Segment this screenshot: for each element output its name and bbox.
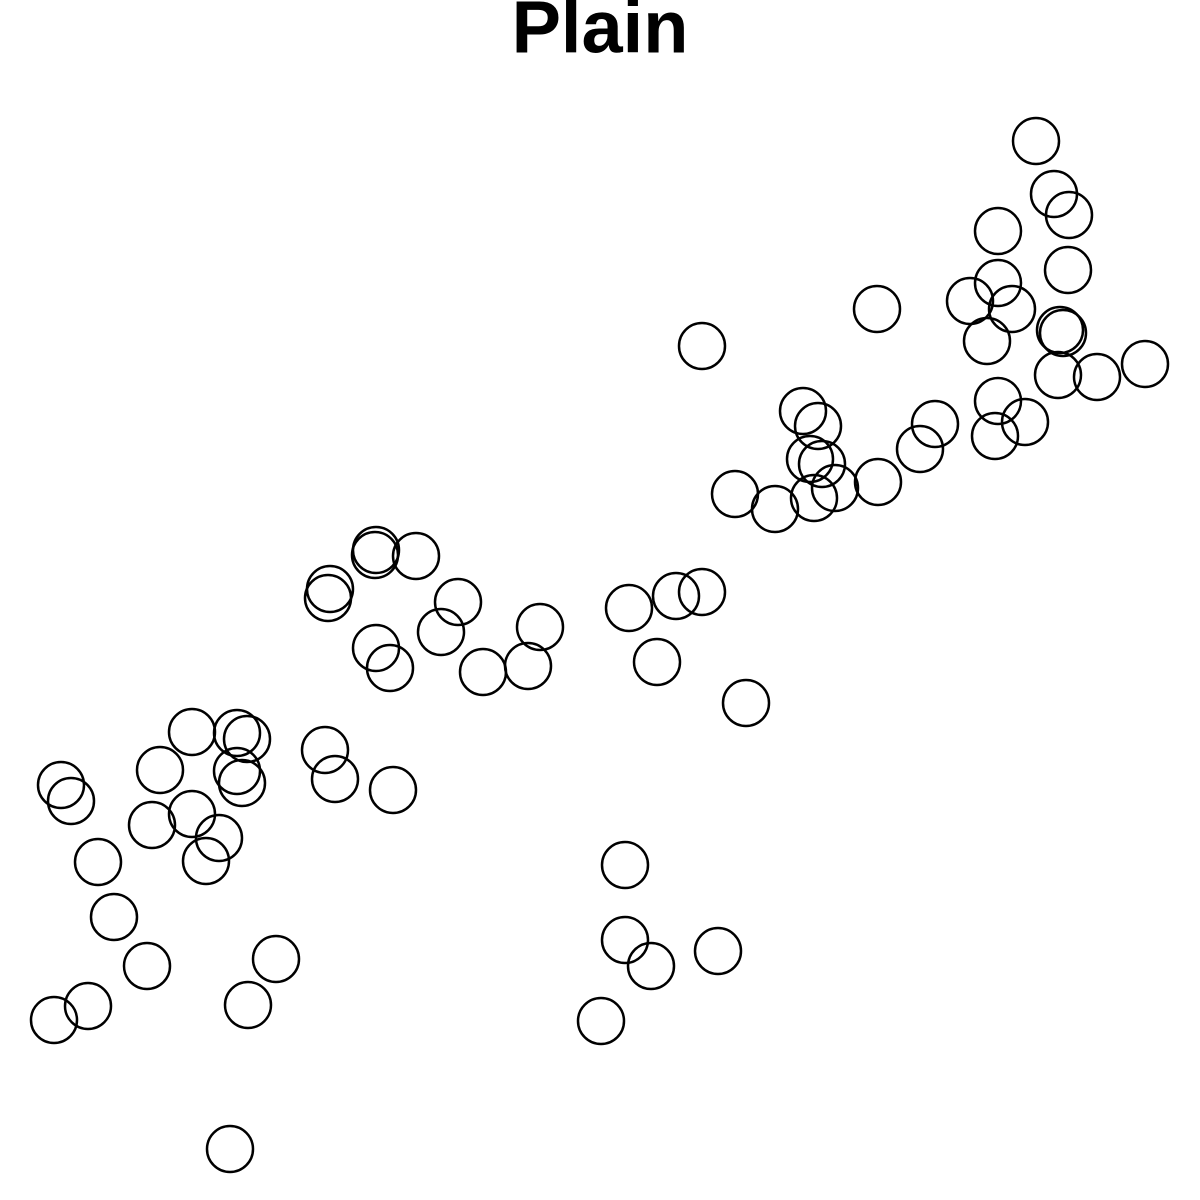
point: [797, 439, 847, 489]
point: [29, 995, 79, 1045]
point: [973, 376, 1023, 426]
point: [303, 573, 353, 623]
point: [300, 725, 350, 775]
point: [135, 745, 185, 795]
point: [1120, 339, 1170, 389]
point: [350, 530, 400, 580]
point: [351, 525, 401, 575]
point: [721, 678, 771, 728]
chart-title: Plain: [512, 0, 689, 69]
point: [181, 836, 231, 886]
point: [970, 411, 1020, 461]
point: [600, 915, 650, 965]
point: [433, 577, 483, 627]
point: [368, 765, 418, 815]
point: [626, 941, 676, 991]
point: [793, 401, 843, 451]
point: [222, 714, 272, 764]
point: [167, 789, 217, 839]
point: [1000, 397, 1050, 447]
point: [1043, 245, 1093, 295]
point: [305, 564, 355, 614]
point: [391, 531, 441, 581]
point: [251, 934, 301, 984]
point: [212, 708, 262, 758]
point: [987, 284, 1037, 334]
point: [853, 457, 903, 507]
point: [895, 424, 945, 474]
point: [651, 571, 701, 621]
point: [604, 583, 654, 633]
point: [852, 284, 902, 334]
point: [212, 746, 262, 796]
point: [503, 641, 553, 691]
point: [310, 754, 360, 804]
point: [810, 463, 860, 513]
point: [73, 837, 123, 887]
point: [910, 399, 960, 449]
point: [973, 258, 1023, 308]
point: [677, 567, 727, 617]
point: [1033, 350, 1083, 400]
point: [46, 776, 96, 826]
point: [194, 813, 244, 863]
point: [63, 981, 113, 1031]
point: [1011, 116, 1061, 166]
point: [693, 926, 743, 976]
point: [1038, 308, 1088, 358]
point: [962, 316, 1012, 366]
point: [785, 434, 835, 484]
point: [351, 623, 401, 673]
point: [632, 637, 682, 687]
point: [416, 607, 466, 657]
point: [205, 1124, 255, 1174]
point: [89, 892, 139, 942]
point: [127, 800, 177, 850]
point: [973, 206, 1023, 256]
point: [677, 321, 727, 371]
point: [122, 941, 172, 991]
point: [217, 758, 267, 808]
point: [1029, 169, 1079, 219]
point: [789, 473, 839, 523]
point: [167, 707, 217, 757]
point: [1044, 190, 1094, 240]
point: [365, 643, 415, 693]
point: [458, 647, 508, 697]
point: [36, 760, 86, 810]
point: [750, 484, 800, 534]
point: [223, 980, 273, 1030]
point: [600, 840, 650, 890]
point: [1072, 352, 1122, 402]
point: [515, 602, 565, 652]
point: [576, 996, 626, 1046]
point: [778, 386, 828, 436]
